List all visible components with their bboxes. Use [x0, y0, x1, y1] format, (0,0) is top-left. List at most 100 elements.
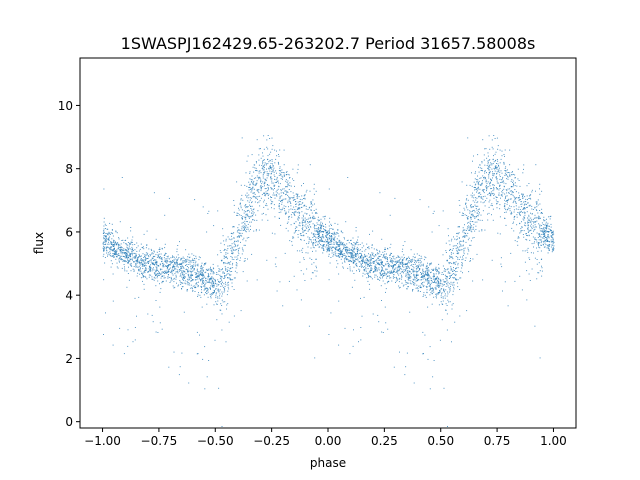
data-point — [291, 216, 293, 218]
data-point — [258, 178, 260, 180]
data-point — [486, 165, 488, 166]
data-point — [435, 288, 437, 290]
data-point — [456, 246, 458, 248]
data-point — [296, 195, 298, 197]
data-point — [310, 217, 312, 219]
data-point — [114, 248, 115, 250]
data-point — [339, 240, 341, 242]
data-point — [547, 240, 549, 242]
data-point — [435, 268, 436, 270]
data-point — [541, 212, 543, 214]
data-point — [430, 262, 432, 264]
data-point — [145, 267, 147, 269]
data-point — [328, 249, 330, 251]
data-point — [390, 272, 391, 274]
data-point — [479, 188, 481, 190]
data-point — [524, 212, 526, 214]
data-point — [398, 270, 400, 272]
data-point — [450, 252, 452, 254]
data-point — [452, 282, 454, 284]
data-point — [326, 251, 328, 253]
data-point — [150, 268, 151, 270]
data-point — [320, 237, 322, 239]
data-point — [141, 272, 143, 274]
data-point — [357, 249, 359, 251]
data-point — [361, 315, 363, 317]
data-point — [428, 275, 430, 277]
data-point — [121, 250, 123, 252]
data-point — [341, 251, 342, 253]
data-point — [464, 236, 466, 238]
data-point — [509, 174, 511, 176]
data-point — [293, 206, 295, 208]
data-point — [348, 242, 350, 244]
data-point — [268, 167, 270, 169]
data-point — [263, 171, 265, 173]
data-point — [185, 259, 187, 261]
data-point — [369, 272, 371, 274]
data-point — [117, 248, 119, 249]
data-point — [426, 271, 428, 273]
data-point — [399, 267, 401, 269]
data-point — [224, 301, 226, 303]
data-point — [419, 268, 420, 270]
data-point — [187, 275, 189, 277]
data-point — [161, 263, 163, 265]
data-point — [522, 196, 523, 197]
data-point — [470, 204, 472, 205]
data-point — [395, 271, 397, 273]
data-point — [178, 257, 180, 258]
data-point — [429, 286, 431, 288]
data-point — [162, 266, 164, 268]
data-point — [168, 274, 169, 276]
data-point — [374, 276, 376, 278]
data-point — [402, 259, 404, 261]
data-point — [444, 295, 446, 297]
data-point — [431, 303, 433, 305]
data-point — [239, 232, 241, 234]
data-point — [405, 366, 407, 368]
data-point — [313, 210, 315, 211]
data-point — [278, 186, 280, 188]
data-point — [460, 249, 462, 251]
data-point — [179, 270, 181, 271]
data-point — [394, 258, 396, 260]
data-point — [245, 213, 247, 215]
data-point — [331, 238, 333, 239]
data-point — [476, 190, 478, 192]
data-point — [455, 245, 457, 247]
data-point — [322, 231, 324, 233]
data-point — [374, 274, 376, 276]
data-point — [381, 261, 383, 263]
data-point — [145, 265, 147, 267]
data-point — [506, 172, 508, 174]
data-point — [337, 253, 339, 254]
data-point — [190, 280, 192, 282]
data-point — [469, 226, 471, 228]
data-point — [439, 286, 441, 288]
data-point — [433, 268, 435, 270]
data-point — [219, 297, 221, 299]
data-point — [482, 170, 483, 172]
data-point — [252, 219, 253, 221]
data-point — [412, 266, 414, 267]
data-point — [543, 227, 545, 229]
data-point — [355, 253, 357, 255]
data-point — [116, 232, 118, 234]
data-point — [176, 271, 178, 273]
data-point — [515, 198, 517, 200]
data-point — [501, 194, 503, 195]
data-point — [232, 279, 234, 281]
data-point — [483, 159, 485, 161]
data-point — [471, 213, 473, 215]
data-point — [522, 250, 524, 252]
data-point — [512, 184, 514, 186]
data-point — [183, 311, 185, 313]
data-point — [462, 256, 463, 258]
data-point — [204, 346, 206, 348]
data-point — [142, 268, 144, 270]
data-point — [414, 270, 416, 272]
data-point — [332, 255, 334, 257]
data-point — [289, 177, 291, 178]
data-point — [541, 258, 543, 260]
